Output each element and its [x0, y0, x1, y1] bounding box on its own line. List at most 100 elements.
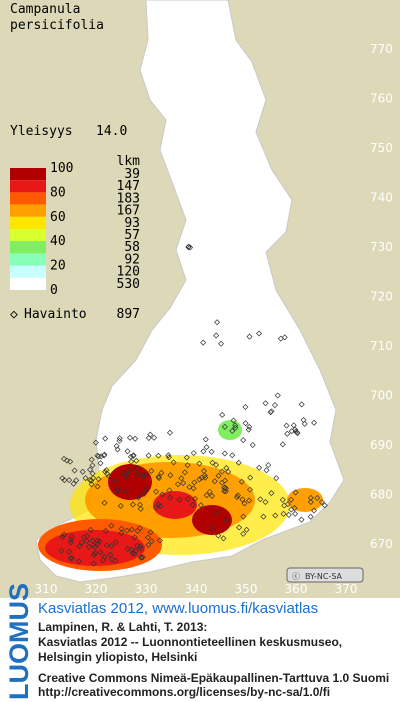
observation-marker — [165, 452, 172, 459]
frequency-label: Yleisyys — [10, 124, 73, 139]
legend-swatch — [10, 192, 46, 205]
license-line: http://creativecommons.org/licenses/by-n… — [38, 685, 330, 699]
observation-marker — [218, 340, 225, 347]
observation-marker — [102, 528, 109, 535]
observation-marker — [127, 453, 134, 460]
observation-marker — [307, 494, 314, 501]
footer-heading: Kasviatlas 2012, www.luomus.fi/kasviatla… — [38, 600, 318, 617]
observation-marker — [291, 505, 298, 512]
observation-marker — [222, 477, 228, 484]
finland-outline — [35, 0, 345, 583]
observation-marker — [89, 537, 96, 544]
observation-marker — [94, 540, 101, 547]
observation-marker — [183, 454, 190, 461]
observation-marker — [178, 475, 185, 482]
citation-line: Kasviatlas 2012 -- Luonnontieteellinen k… — [38, 635, 342, 649]
legend-scale-label: 100 — [50, 161, 73, 176]
observation-marker — [97, 460, 104, 467]
observation-marker — [101, 452, 108, 459]
observation-marker — [192, 495, 199, 502]
observation-marker — [155, 452, 162, 459]
observation-marker — [246, 423, 253, 430]
heat-zone — [218, 420, 242, 440]
y-label: 720 — [370, 290, 393, 304]
observation-marker — [307, 513, 314, 520]
observation-marker — [211, 478, 218, 485]
observation-marker — [92, 439, 99, 446]
observation-marker — [209, 493, 216, 500]
observation-marker — [292, 489, 299, 496]
observation-marker — [80, 534, 87, 541]
observation-marker — [124, 448, 131, 455]
observation-marker — [229, 427, 236, 434]
license-badge — [286, 567, 364, 583]
y-label: 680 — [370, 488, 393, 502]
x-label: 350 — [235, 582, 258, 596]
legend-scale-label: 80 — [50, 185, 66, 200]
observation-marker — [126, 467, 133, 474]
observation-marker — [103, 467, 110, 474]
observation-marker — [272, 512, 279, 519]
observation-marker — [196, 476, 203, 483]
observation-marker — [301, 420, 308, 427]
legend-swatch — [10, 180, 46, 193]
observation-marker — [181, 469, 188, 476]
legend-scale-label: 20 — [50, 259, 66, 274]
observation-marker — [184, 495, 191, 502]
observation-marker — [240, 437, 247, 444]
observation-marker — [166, 429, 173, 436]
observation-marker — [203, 444, 210, 451]
license-line: Creative Commons Nimeä-Epäkaupallinen-Ta… — [38, 671, 389, 685]
observation-marker — [108, 522, 115, 529]
observation-marker — [88, 456, 95, 463]
observation-marker — [197, 502, 204, 509]
observation-marker — [203, 492, 210, 499]
observation-marker — [108, 556, 115, 563]
observation-marker — [200, 339, 207, 346]
legend-swatch — [10, 229, 46, 242]
observation-marker — [298, 516, 305, 523]
x-label: 340 — [185, 582, 208, 596]
heat-zone — [45, 530, 145, 566]
observation-marker — [132, 435, 139, 442]
observation-marker — [67, 555, 74, 562]
observation-marker — [114, 488, 121, 495]
observation-marker — [280, 510, 287, 517]
heat-zone — [287, 488, 323, 512]
observation-marker — [95, 476, 102, 483]
species-name: Campanula — [10, 2, 80, 17]
observation-marker — [116, 435, 123, 442]
observation-marker — [126, 434, 133, 441]
observation-marker — [89, 470, 96, 477]
x-label: 330 — [135, 582, 158, 596]
observation-marker — [128, 526, 135, 533]
observation-marker — [279, 496, 286, 503]
logo: LUOMUS — [4, 583, 34, 700]
observation-marker — [73, 477, 80, 484]
observation-marker — [65, 548, 72, 555]
observation-marker — [155, 501, 162, 508]
observation-marker — [190, 450, 197, 457]
observation-marker — [318, 499, 325, 506]
observation-marker — [111, 477, 118, 484]
count-header: lkm — [117, 154, 141, 169]
x-label: 360 — [285, 582, 308, 596]
observation-marker — [189, 501, 196, 508]
observation-markers — [58, 243, 328, 567]
observation-marker — [263, 467, 270, 474]
observation-marker — [153, 504, 160, 511]
observation-marker — [307, 498, 314, 505]
observation-marker — [292, 426, 299, 433]
y-label: 700 — [370, 389, 393, 403]
observation-marker — [215, 472, 222, 479]
observation-marker — [130, 452, 137, 459]
observation-marker — [187, 244, 194, 251]
legend-swatch — [10, 204, 46, 217]
observation-marker — [144, 534, 151, 541]
observation-marker — [219, 411, 226, 418]
observation-marker — [167, 494, 174, 501]
observation-marker — [59, 475, 66, 482]
observation-marker — [82, 475, 89, 482]
observation-marker — [134, 542, 141, 549]
x-labels: 310 320 330 340 350 360 370 — [35, 582, 358, 596]
